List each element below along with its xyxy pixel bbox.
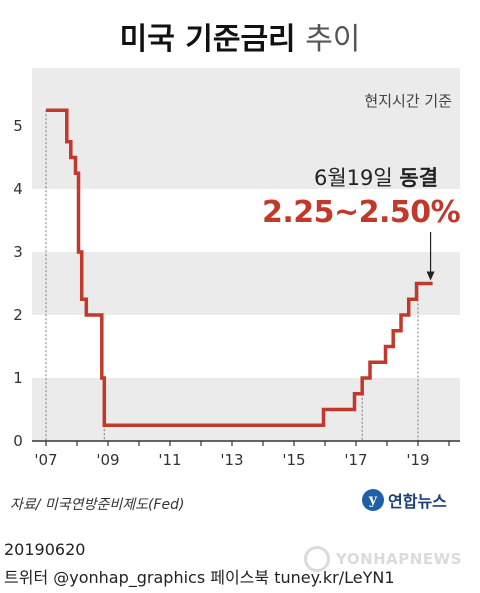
grid-band-2-3 [32, 252, 460, 315]
x-tick-label: '19 [406, 451, 429, 469]
grid-band-4-5 [32, 126, 460, 189]
chart-card: 미국 기준금리 추이 0 1 2 3 4 5 '07 '09 '11 '13 '15 '17 '19 현… [0, 14, 480, 513]
x-tick-label: '11 [158, 451, 181, 469]
watermark-icon [304, 546, 330, 572]
x-tick-label: '07 [34, 451, 57, 469]
title-light: 추이 [305, 22, 361, 57]
source-text: 자료/ 미국연방준비제도(Fed) [10, 497, 185, 513]
yonhap-logo: y 연합뉴스 [362, 488, 447, 512]
annotation-range: 2.25~2.50% [262, 195, 461, 230]
timezone-note: 현지시간 기준 [364, 92, 452, 110]
x-tick-label: '15 [282, 451, 305, 469]
yonhap-logo-text: 연합뉴스 [388, 492, 447, 511]
footer-date: 20190620 [4, 540, 86, 559]
chart-title: 미국 기준금리 추이 [0, 14, 480, 58]
footer: 20190620 트위터 @yonhap_graphics 페이스북 tuney… [4, 536, 395, 592]
y-tick-label: 0 [13, 432, 23, 450]
grid-band-0-1 [32, 378, 460, 441]
annotation-date-text: 6월19일 [314, 166, 393, 190]
x-tick-label: '09 [96, 451, 119, 469]
y-tick-label: 5 [13, 117, 23, 135]
yonhap-logo-icon: y [362, 489, 384, 511]
y-tick-label: 4 [13, 180, 23, 198]
rate-chart: 0 1 2 3 4 5 '07 '09 '11 '13 '15 '17 '19 [13, 68, 460, 469]
watermark: YONHAPNEWS [304, 546, 462, 572]
title-bold: 미국 기준금리 [119, 22, 296, 57]
y-tick-label: 3 [13, 243, 23, 261]
annotation-date: 6월19일 동결 [314, 162, 438, 192]
watermark-text: YONHAPNEWS [336, 550, 462, 568]
footer-social: 트위터 @yonhap_graphics 페이스북 tuney.kr/LeYN1 [4, 568, 395, 587]
x-tick-label: '13 [220, 451, 243, 469]
x-tick-label: '17 [344, 451, 367, 469]
grid-band-top [32, 68, 460, 126]
series-line-0 [46, 108, 433, 428]
y-tick-label: 1 [13, 369, 23, 387]
y-tick-label: 2 [13, 306, 23, 324]
arrow-head-icon [426, 271, 435, 281]
annotation-status: 동결 [399, 166, 439, 190]
